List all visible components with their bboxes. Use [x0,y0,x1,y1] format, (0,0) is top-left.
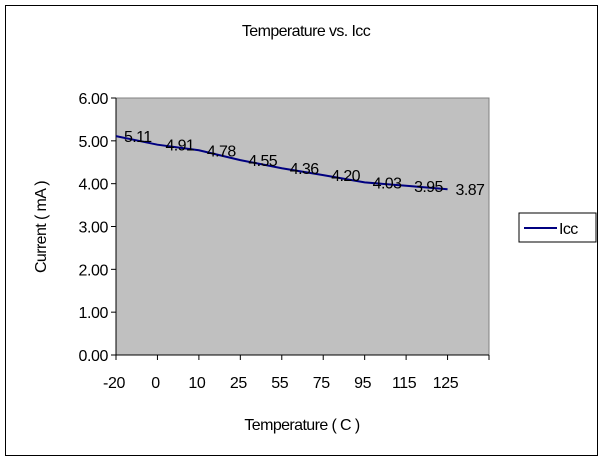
x-tick-label: 125 [433,375,459,392]
x-tick-label: 10 [188,375,205,392]
data-labels: 5.11 4.91 4.78 4.55 4.36 4.20 4.03 3.95 3.87 [124,129,486,199]
data-label: 3.95 [414,179,443,196]
x-tick-label: 0 [151,375,160,392]
y-axis-title: Current ( mA ) [33,181,50,273]
x-axis: -20 0 10 25 55 75 95 115 125 [103,354,490,392]
x-tick-label: 75 [313,375,330,392]
y-tick-label: 0.00 [78,348,108,365]
y-tick-label: 4.00 [78,177,108,194]
legend-label: Icc [559,221,578,238]
y-tick-label: 1.00 [78,305,108,322]
series-line-icc [115,135,448,191]
data-label: 4.20 [331,168,360,185]
y-tick-label: 6.00 [78,91,108,108]
data-label: 5.11 [124,129,152,146]
chart-title: Temperature vs. Icc [242,23,371,40]
plot-area [115,97,490,356]
x-axis-title: Temperature ( C ) [244,417,359,434]
data-label: 3.87 [456,182,485,199]
x-tick-label: 95 [354,375,371,392]
x-tick-label: 25 [230,375,247,392]
series-layer [115,135,448,191]
x-tick-label: -20 [103,375,125,392]
y-tick-label: 3.00 [78,220,108,237]
data-label: 4.91 [165,138,194,155]
y-tick-label: 2.00 [78,262,108,279]
y-axis: 0.00 1.00 2.00 3.00 4.00 5.00 6.00 [78,91,117,365]
data-label: 4.55 [248,153,277,170]
legend: Icc [518,212,597,243]
y-tick-label: 5.00 [78,134,108,151]
data-label: 4.78 [207,143,236,160]
x-tick-label: 55 [271,375,288,392]
x-tick-label: 115 [392,375,417,392]
data-label: 4.03 [373,175,402,192]
data-label: 4.36 [290,161,319,178]
